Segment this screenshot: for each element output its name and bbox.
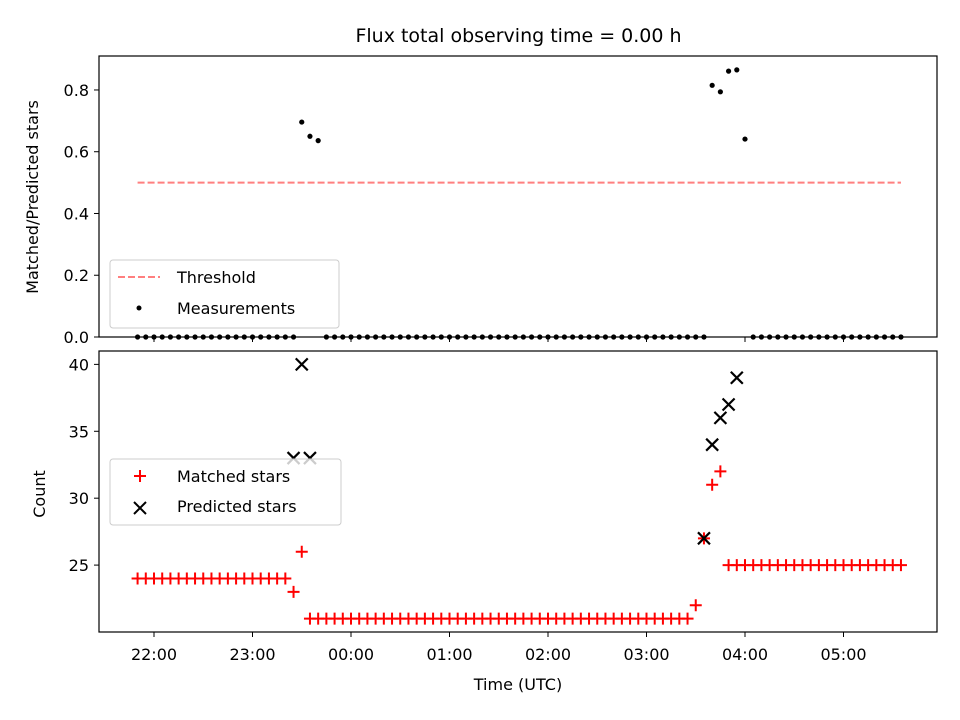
top-y-axis-title: Matched/Predicted stars xyxy=(23,100,42,294)
matched-star-point xyxy=(706,478,719,491)
measurement-point xyxy=(734,67,740,73)
top-panel: 0.00.20.40.60.8 Matched/Predicted stars … xyxy=(23,55,938,347)
matched-star-point xyxy=(681,612,694,625)
bottom-y-tick-label: 35 xyxy=(69,422,89,441)
measurement-point xyxy=(717,89,723,95)
top-x-ticks xyxy=(153,337,844,342)
measurement-point xyxy=(315,138,321,144)
measurement-point xyxy=(299,119,305,125)
chart-title: Flux total observing time = 0.00 h xyxy=(355,25,681,47)
legend-threshold-label: Threshold xyxy=(176,268,256,287)
top-y-ticks: 0.0 0.2 0.4 0.6 0.8 xyxy=(64,81,99,347)
top-y-tick-label: 0.0 xyxy=(64,328,89,347)
top-y-tick-label: 0.4 xyxy=(64,204,89,223)
bottom-y-ticks: 25 30 35 40 xyxy=(69,355,99,575)
bottom-x-ticks: 22:00 23:00 00:00 01:00 02:00 03:00 04:00 05:00 xyxy=(131,632,867,664)
predicted-star-point xyxy=(705,437,719,452)
matched-star-point xyxy=(279,572,292,585)
x-tick-label: 05:00 xyxy=(820,645,866,664)
x-tick-label: 00:00 xyxy=(328,645,374,664)
matched-star-point xyxy=(287,585,300,598)
measurement-point xyxy=(725,68,732,74)
matched-star-point xyxy=(714,465,727,478)
x-tick-label: 23:00 xyxy=(229,645,275,664)
x-axis-title: Time (UTC) xyxy=(473,675,562,694)
top-legend-box xyxy=(109,259,340,329)
bottom-y-tick-label: 25 xyxy=(69,556,89,575)
measurement-point xyxy=(709,82,715,88)
x-tick-label: 03:00 xyxy=(623,645,669,664)
top-marks xyxy=(134,67,904,340)
matched-star-point xyxy=(295,545,308,558)
legend-matched-marker xyxy=(134,470,146,482)
measurement-point xyxy=(742,136,748,142)
bottom-y-tick-label: 30 xyxy=(69,489,89,508)
top-y-tick-label: 0.2 xyxy=(64,266,89,285)
predicted-star-point xyxy=(697,531,711,546)
legend-matched-label: Matched stars xyxy=(177,467,290,486)
matched-star-point xyxy=(689,599,702,612)
predicted-star-point xyxy=(713,411,728,425)
x-tick-label: 01:00 xyxy=(426,645,472,664)
predicted-star-point xyxy=(294,357,309,372)
x-tick-label: 22:00 xyxy=(131,645,177,664)
bottom-panel: 25 30 35 40 22:00 23:00 00:00 01:00 02:00 03:00 0… xyxy=(30,350,938,694)
bottom-marks xyxy=(131,357,907,625)
top-plot-frame xyxy=(98,55,938,338)
measurement-point xyxy=(307,133,313,139)
top-legend: Threshold Measurements xyxy=(109,259,340,329)
bottom-legend-box xyxy=(109,458,342,526)
x-tick-label: 04:00 xyxy=(722,645,768,664)
top-y-tick-label: 0.6 xyxy=(64,143,89,162)
predicted-star-point xyxy=(721,397,736,412)
bottom-y-tick-label: 40 xyxy=(69,355,89,374)
x-tick-label: 02:00 xyxy=(525,645,571,664)
legend-predicted-label: Predicted stars xyxy=(177,497,297,516)
bottom-y-axis-title: Count xyxy=(30,470,49,518)
bottom-legend: Matched stars Predicted stars xyxy=(109,458,342,526)
top-y-tick-label: 0.8 xyxy=(64,81,89,100)
legend-measurements-label: Measurements xyxy=(177,299,295,318)
predicted-star-point xyxy=(730,370,744,385)
legend-measurements-marker xyxy=(136,305,142,311)
bottom-plot-frame xyxy=(98,350,938,633)
matched-star-point xyxy=(894,559,907,572)
legend-predicted-marker xyxy=(133,501,147,515)
